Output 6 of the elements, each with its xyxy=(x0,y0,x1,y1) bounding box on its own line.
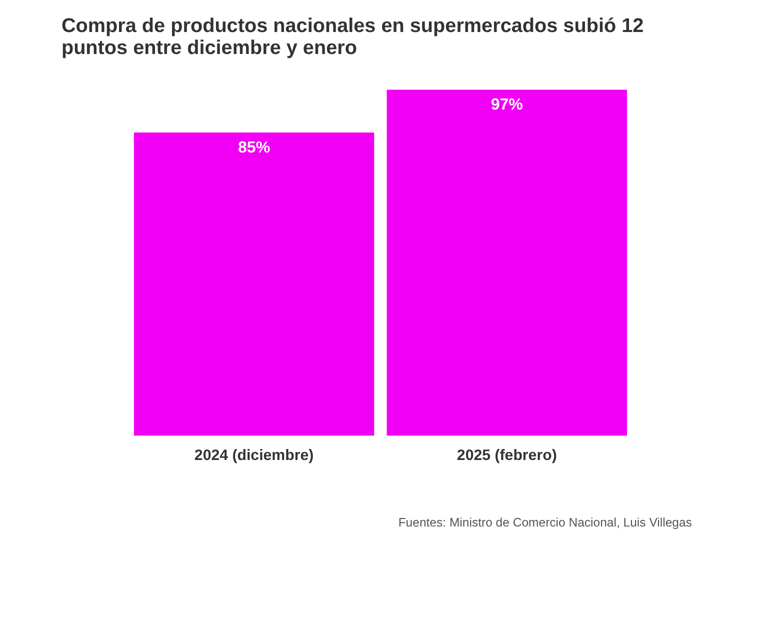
source-note: Fuentes: Ministro de Comercio Nacional, Luis Villegas xyxy=(398,515,692,530)
chart-title: Compra de productos nacionales en supermercados subió 12 puntos entre diciembre y enero xyxy=(61,15,644,59)
x-tick-label: 2025 (febrero) xyxy=(456,446,557,464)
data-label: 85% xyxy=(238,138,270,156)
data-label: 97% xyxy=(490,96,523,114)
x-tick-label: 2024 (diciembre) xyxy=(194,446,314,464)
